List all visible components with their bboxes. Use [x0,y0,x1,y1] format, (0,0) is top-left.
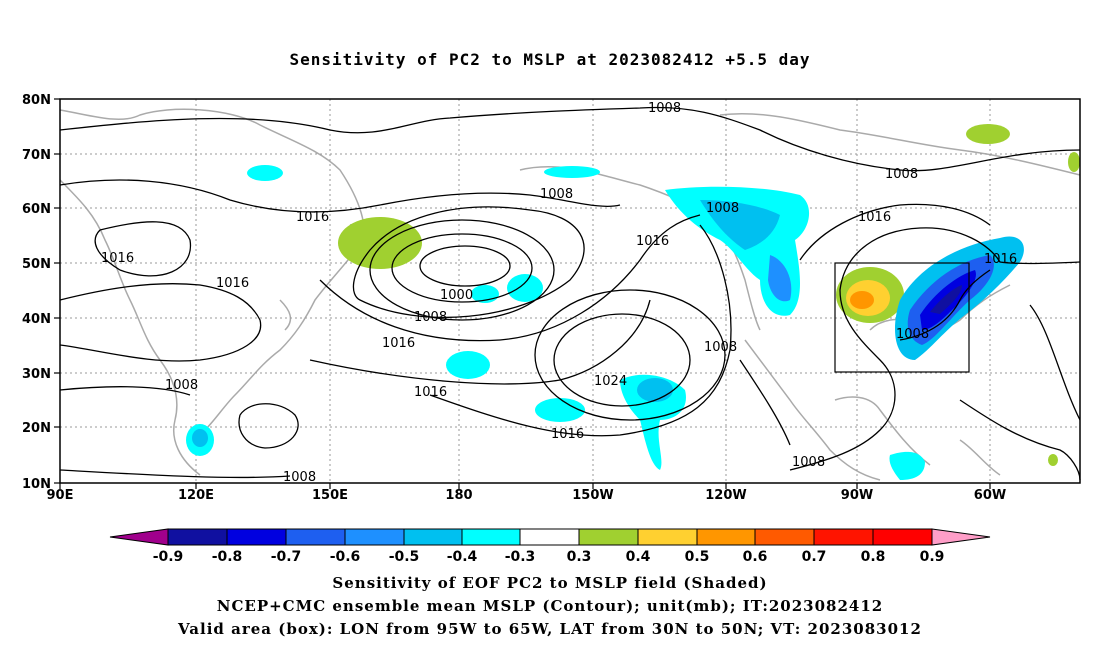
lat-label: 80N [22,93,51,108]
contour-label: 1000 [440,288,473,303]
negative-shade [544,166,600,178]
contour-label: 1008 [896,327,929,342]
colorbar-label: -0.7 [271,549,302,565]
positive-shade [966,124,1010,144]
contour-label: 1008 [540,187,573,202]
lon-label: 90E [47,488,74,503]
lon-label: 120E [178,488,214,503]
latitude-labels: 80N 70N 60N 50N 40N 30N 20N 10N [22,93,51,492]
valid-area-box [834,262,970,373]
negative-shade [535,398,585,422]
lat-label: 30N [22,367,51,382]
map-frame [59,98,1081,484]
negative-shade [446,351,490,379]
lat-label: 40N [22,312,51,327]
contour-label: 1008 [414,310,447,325]
colorbar-label: 0.5 [685,549,710,565]
caption-line-1: Sensitivity of EOF PC2 to MSLP field (Sh… [332,574,768,592]
colorbar-label: 0.9 [920,549,945,565]
positive-shade [850,291,874,309]
contour-label: 1008 [283,470,316,485]
lon-label: 90W [841,488,873,503]
colorbar-label: -0.8 [212,549,243,565]
contour-label: 1016 [216,276,249,291]
lon-label: 150W [572,488,613,503]
contour-label: 1008 [792,455,825,470]
colorbar-label: 0.8 [861,549,886,565]
contour-label: 1016 [636,234,669,249]
caption-line-3: Valid area (box): LON from 95W to 65W, L… [178,620,922,638]
contour-label: 1008 [648,101,681,116]
colorbar-segment [872,528,933,546]
colorbar-label: 0.3 [567,549,592,565]
contour-label: 1008 [165,378,198,393]
colorbar-segment [226,528,287,546]
negative-shade [192,429,208,447]
colorbar-label: 0.7 [802,549,827,565]
negative-shade [700,200,780,250]
negative-shade [247,165,283,181]
contour-label: 1016 [296,210,329,225]
contour-label: 1016 [414,385,447,400]
colorbar-label: -0.4 [447,549,478,565]
colorbar [109,528,991,546]
caption-line-2: NCEP+CMC ensemble mean MSLP (Contour); u… [216,597,884,615]
lat-label: 50N [22,257,51,272]
colorbar-segment [344,528,405,546]
colorbar-segment [578,528,639,546]
lon-label: 150E [312,488,348,503]
sensitivity-shading [186,124,1080,480]
contour-label: 1016 [382,336,415,351]
contour-label: 1016 [984,252,1017,267]
negative-shade [620,374,686,470]
colorbar-segment [167,528,228,546]
colorbar-label: 0.4 [626,549,651,565]
colorbar-high-triangle [931,528,991,546]
colorbar-segment [461,528,521,546]
lat-label: 10N [22,477,51,492]
lat-label: 60N [22,202,51,217]
colorbar-low-triangle [109,528,169,546]
map-title: Sensitivity of PC2 to MSLP at 2023082412… [289,50,811,69]
lon-label: 120W [705,488,746,503]
contour-label: 1024 [594,374,627,389]
colorbar-segment [403,528,463,546]
lon-label: 180 [445,488,472,503]
colorbar-segment [813,528,874,546]
longitude-labels: 90E 120E 150E 180 150W 120W 90W 60W [47,488,1007,503]
colorbar-label: -0.6 [330,549,361,565]
contour-label: 1008 [706,201,739,216]
colorbar-label: -0.5 [389,549,420,565]
contour-label: 1008 [704,340,737,355]
colorbar-segment [754,528,815,546]
negative-shade [768,255,792,302]
lat-label: 20N [22,421,51,436]
positive-shade [338,217,422,269]
colorbar-label: -0.9 [153,549,184,565]
colorbar-segment [696,528,756,546]
negative-shade [889,451,925,480]
positive-shade [1068,152,1080,172]
colorbar-segment [637,528,698,546]
negative-shade [507,274,543,302]
negative-shade [930,285,962,314]
colorbar-segment [519,528,580,546]
contour-label: 1016 [551,427,584,442]
contour-label: 1016 [101,251,134,266]
lat-label: 70N [22,148,51,163]
contour-labels: 1008 1008 1008 1016 1016 1008 1016 1016 … [101,101,1017,485]
mslp-contours [59,106,1081,481]
contour-label: 1008 [885,167,918,182]
colorbar-segment [285,528,346,546]
lon-label: 60W [974,488,1006,503]
positive-shade [1048,454,1058,466]
axis-ticks [54,98,991,489]
contour-label: 1016 [858,210,891,225]
colorbar-label: 0.6 [743,549,768,565]
negative-shade [637,378,673,402]
colorbar-labels: -0.9 -0.8 -0.7 -0.6 -0.5 -0.4 -0.3 0.3 0… [153,549,945,565]
colorbar-label: -0.3 [505,549,536,565]
